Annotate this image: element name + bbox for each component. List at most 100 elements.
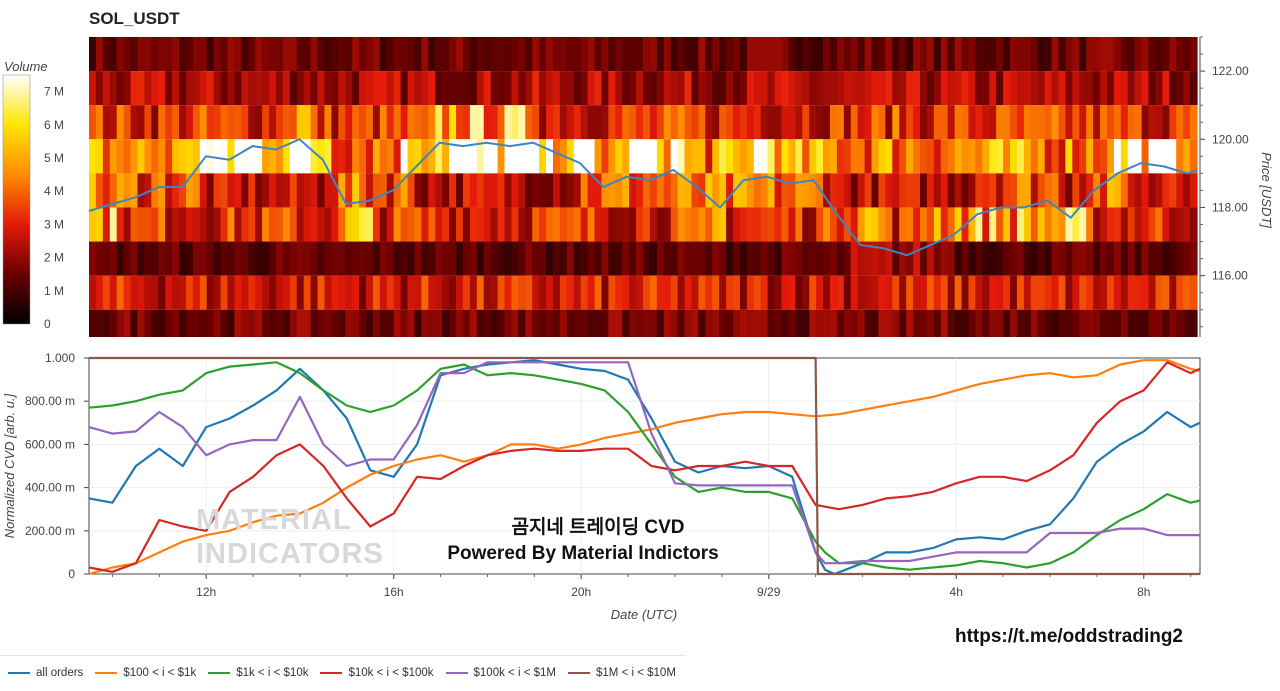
legend-item-10k-100k[interactable]: $10k < i < $100k [320, 667, 434, 679]
heatmap-cell [476, 37, 485, 72]
heatmap-cell [255, 207, 263, 242]
heatmap-cell [933, 105, 942, 140]
heatmap-cell [677, 173, 686, 208]
heatmap-cell [920, 173, 928, 208]
heatmap-cell [352, 105, 360, 140]
legend-item-100-1k[interactable]: $100 < i < $1k [95, 667, 196, 679]
heatmap-cell [1183, 241, 1191, 276]
heatmap-cell [366, 105, 374, 140]
heatmap-cell [172, 37, 180, 72]
heatmap-cell [359, 241, 367, 276]
heatmap-cell [1162, 71, 1170, 106]
heatmap-cell [892, 241, 900, 276]
heatmap-cell [733, 241, 741, 276]
heatmap-cell [608, 207, 616, 242]
heatmap-cell [137, 139, 145, 174]
heatmap-cell [386, 207, 395, 242]
heatmap-cell [684, 207, 693, 242]
heatmap-cell [179, 139, 187, 174]
heatmap-cell [213, 139, 222, 174]
heatmap-cell [767, 241, 776, 276]
heatmap-cell [289, 139, 298, 174]
heatmap-cell [206, 309, 215, 337]
heatmap-cell [227, 309, 236, 337]
heatmap-cell [989, 37, 997, 72]
heatmap-cell [719, 105, 727, 140]
heatmap-cell [913, 71, 921, 106]
heatmap-cell [386, 139, 395, 174]
heatmap-cell [1155, 173, 1163, 208]
heatmap-cell [573, 71, 582, 106]
heatmap-cell [158, 309, 166, 337]
heatmap-cell [476, 275, 485, 310]
legend-item-1m-10m[interactable]: $1M < i < $10M [568, 667, 676, 679]
heatmap-cell [1023, 105, 1032, 140]
heatmap-cell [829, 173, 838, 208]
heatmap-cell [1120, 207, 1129, 242]
heatmap-cell [1183, 275, 1191, 310]
heatmap-cell [1058, 207, 1067, 242]
heatmap-cell [1162, 275, 1170, 310]
heatmap-cell [739, 37, 748, 72]
heatmap-cell [746, 139, 755, 174]
heatmap-cell [622, 105, 630, 140]
heatmap-cell [1037, 309, 1046, 337]
heatmap-cell [393, 37, 402, 72]
heatmap-cell [400, 139, 409, 174]
heatmap-cell [442, 37, 450, 72]
heatmap-cell [248, 71, 256, 106]
heatmap-cell [462, 309, 471, 337]
heatmap-cell [289, 71, 298, 106]
heatmap-cell [1113, 139, 1122, 174]
heatmap-cell [179, 275, 187, 310]
heatmap-cell [719, 207, 727, 242]
heatmap-cell [1176, 37, 1184, 72]
heatmap-cell [255, 275, 263, 310]
heatmap-cell [490, 139, 499, 174]
heatmap-cell [1106, 71, 1115, 106]
heatmap-cell [414, 37, 422, 72]
heatmap-cell [961, 37, 970, 72]
heatmap-cell [172, 275, 180, 310]
heatmap-cell [656, 105, 665, 140]
heatmap-cell [643, 37, 651, 72]
heatmap-cell [795, 309, 803, 337]
heatmap-cell [892, 309, 900, 337]
heatmap-cell [892, 71, 900, 106]
heatmap-cell [414, 275, 422, 310]
heatmap-cell [615, 139, 623, 174]
heatmap-cell [469, 139, 478, 174]
heatmap-cell [199, 105, 208, 140]
footer-link[interactable]: https://t.me/oddstrading2 [955, 626, 1183, 647]
heatmap-cell [192, 139, 201, 174]
heatmap-cell [933, 139, 942, 174]
heatmap-cell [206, 275, 215, 310]
heatmap-cell [1093, 207, 1101, 242]
legend-item-all-orders[interactable]: all orders [8, 667, 83, 679]
heatmap-cell [913, 207, 921, 242]
heatmap-cell [601, 173, 609, 208]
heatmap-cell [303, 173, 312, 208]
heatmap-cell [733, 309, 741, 337]
heatmap-cell [829, 275, 838, 310]
heatmap-cell [816, 139, 824, 174]
heatmap-cell [331, 275, 339, 310]
heatmap-cell [185, 37, 194, 72]
heatmap-cell [400, 207, 409, 242]
heatmap-cell [179, 309, 187, 337]
heatmap-cell [442, 173, 450, 208]
heatmap-cell [552, 71, 561, 106]
heatmap-cell [899, 71, 907, 106]
heatmap-cell [677, 105, 686, 140]
heatmap-cell [1141, 309, 1150, 337]
heatmap-cell [954, 37, 963, 72]
heatmap-cell [532, 105, 540, 140]
heatmap-cell [788, 105, 796, 140]
legend-item-100k-1m[interactable]: $100k < i < $1M [445, 667, 556, 679]
heatmap-cell [262, 275, 270, 310]
heatmap-cell [677, 275, 686, 310]
legend-item-1k-10k[interactable]: $1k < i < $10k [208, 667, 308, 679]
heatmap-cell [95, 309, 104, 337]
heatmap-cell [518, 275, 526, 310]
cvd-x-ticks: 12h 16h 20h 9/29 4h 8h [111, 574, 1192, 599]
